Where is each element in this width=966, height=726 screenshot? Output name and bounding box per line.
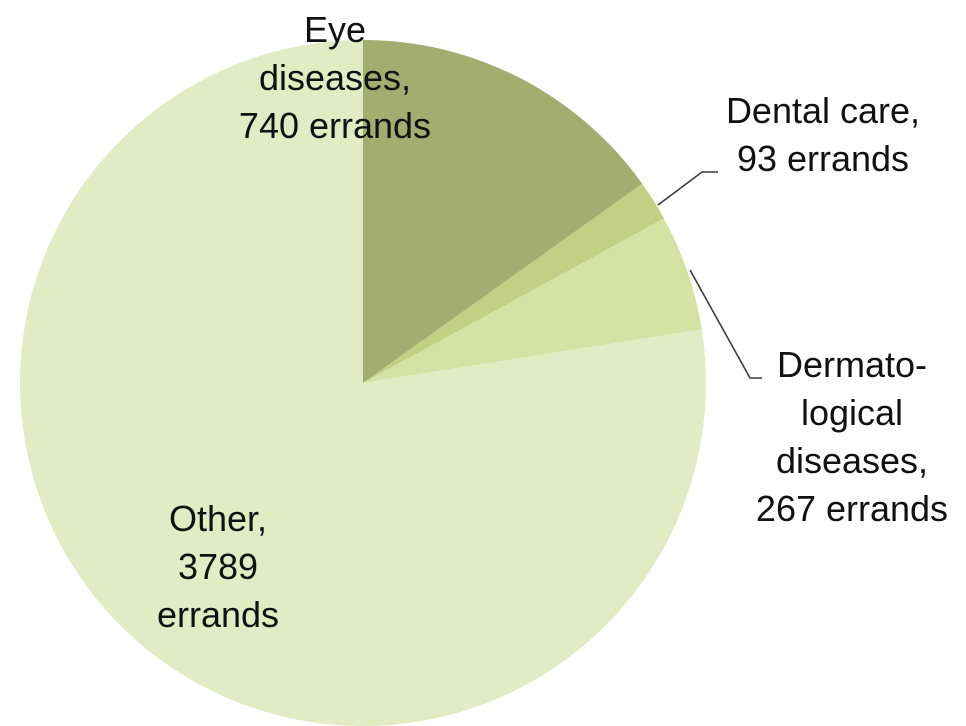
labels-layer: Eye diseases, 740 errands Dental care, 93 er… xyxy=(157,9,948,635)
pie-slice-dermatological-diseases xyxy=(363,218,702,383)
slice-label-other: Other, 3789 errands xyxy=(157,498,279,635)
slice-label-line: diseases, xyxy=(259,57,411,98)
slice-label-eye-diseases: Eye diseases, 740 errands xyxy=(239,9,431,146)
slice-label-line: 267 errands xyxy=(756,488,948,529)
slice-label-dental-care: Dental care, 93 errands xyxy=(726,90,920,179)
leader-line-dental-care xyxy=(657,171,718,206)
slice-label-line: 3789 xyxy=(178,546,258,587)
slice-label-line: 93 errands xyxy=(737,138,909,179)
slice-label-line: Dermato- xyxy=(777,344,927,385)
slice-label-line: Eye xyxy=(304,9,366,50)
pie-slice-dental-care xyxy=(363,183,664,383)
slice-label-line: Other, xyxy=(169,498,267,539)
slice-label-line: 740 errands xyxy=(239,105,431,146)
slice-label-line: errands xyxy=(157,594,279,635)
leader-line-dermatological-diseases xyxy=(689,269,762,379)
slice-label-line: Dental care, xyxy=(726,90,920,131)
pie-slice-eye-diseases xyxy=(363,40,643,383)
slices-layer xyxy=(20,40,706,726)
slice-label-line: diseases, xyxy=(776,440,928,481)
slice-label-line: logical xyxy=(801,392,903,433)
leader-lines-layer xyxy=(657,171,762,379)
slice-label-dermatological-diseases: Dermato-logical diseases, 267 errands xyxy=(756,344,948,529)
pie-slice-other xyxy=(20,40,706,726)
